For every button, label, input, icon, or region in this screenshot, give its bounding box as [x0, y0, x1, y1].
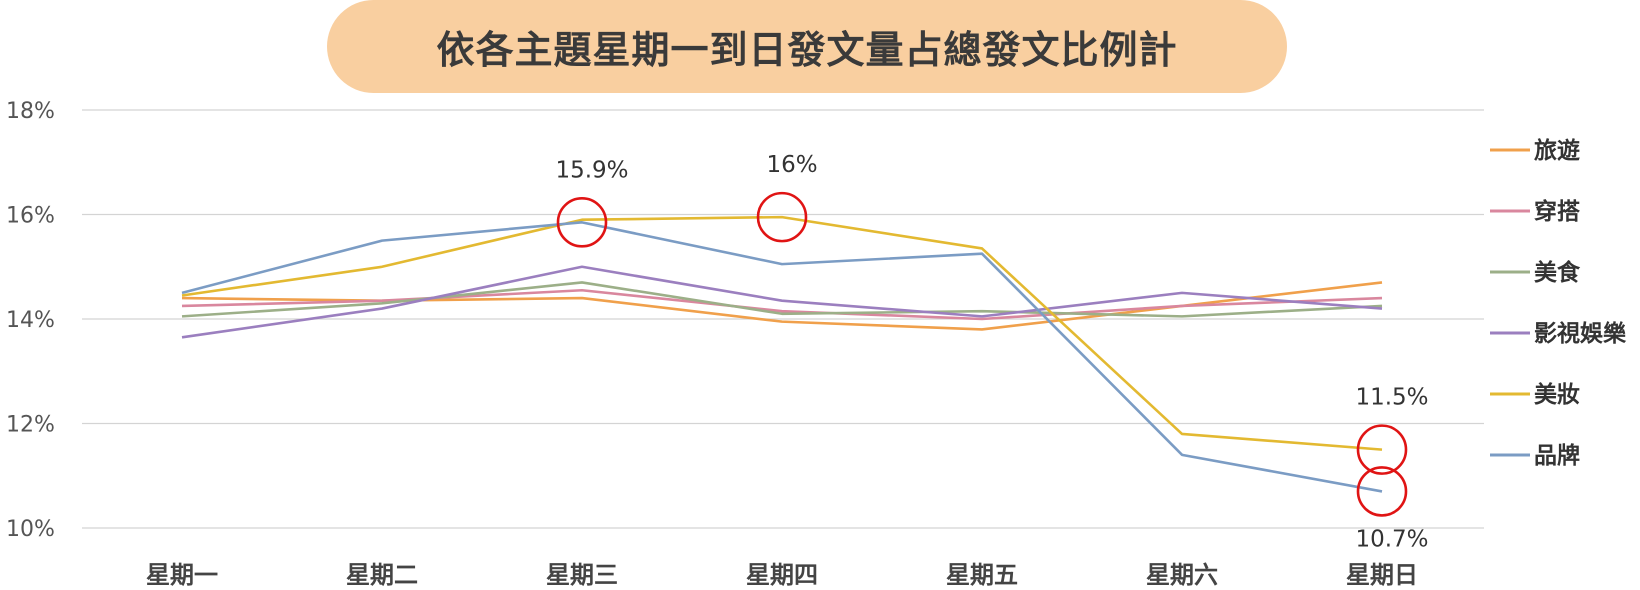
- x-tick-label: 星期二: [346, 561, 418, 589]
- chart-title: 依各主題星期一到日發文量占總發文比例計: [436, 28, 1178, 72]
- series-line: [181, 215, 1383, 451]
- data-label: 15.9%: [555, 157, 628, 183]
- legend-label: 美食: [1534, 259, 1581, 286]
- legend-label: 穿搭: [1534, 198, 1580, 225]
- highlight-circle: [1356, 466, 1408, 517]
- y-tick-label: 18%: [6, 99, 55, 124]
- legend-label: 影視娛樂: [1534, 320, 1627, 347]
- x-tick-label: 星期六: [1146, 561, 1218, 589]
- y-tick-label: 10%: [6, 517, 55, 542]
- y-tick-label: 14%: [6, 308, 55, 333]
- x-tick-label: 星期四: [746, 561, 818, 589]
- x-tick-label: 星期日: [1346, 561, 1418, 589]
- data-label: 10.7%: [1355, 526, 1428, 552]
- legend-label: 美妝: [1534, 381, 1580, 408]
- y-tick-label: 12%: [6, 413, 55, 438]
- x-tick-label: 星期五: [946, 561, 1018, 589]
- highlight-circle: [556, 197, 608, 248]
- highlight-circle: [1356, 424, 1408, 475]
- x-tick-label: 星期一: [146, 561, 218, 589]
- legend-label: 旅遊: [1534, 137, 1580, 164]
- series-line: [181, 265, 1383, 339]
- highlight-circle: [756, 191, 808, 243]
- y-tick-label: 16%: [6, 204, 55, 229]
- series-line: [181, 221, 1383, 493]
- series-line: [181, 288, 1383, 321]
- data-label: 11.5%: [1355, 385, 1428, 411]
- series-line: [181, 281, 1383, 318]
- chart-title-banner: 依各主題星期一到日發文量占總發文比例計: [327, 0, 1287, 93]
- x-tick-label: 星期三: [546, 561, 618, 589]
- legend-label: 品牌: [1534, 442, 1580, 469]
- data-label: 16%: [766, 152, 817, 178]
